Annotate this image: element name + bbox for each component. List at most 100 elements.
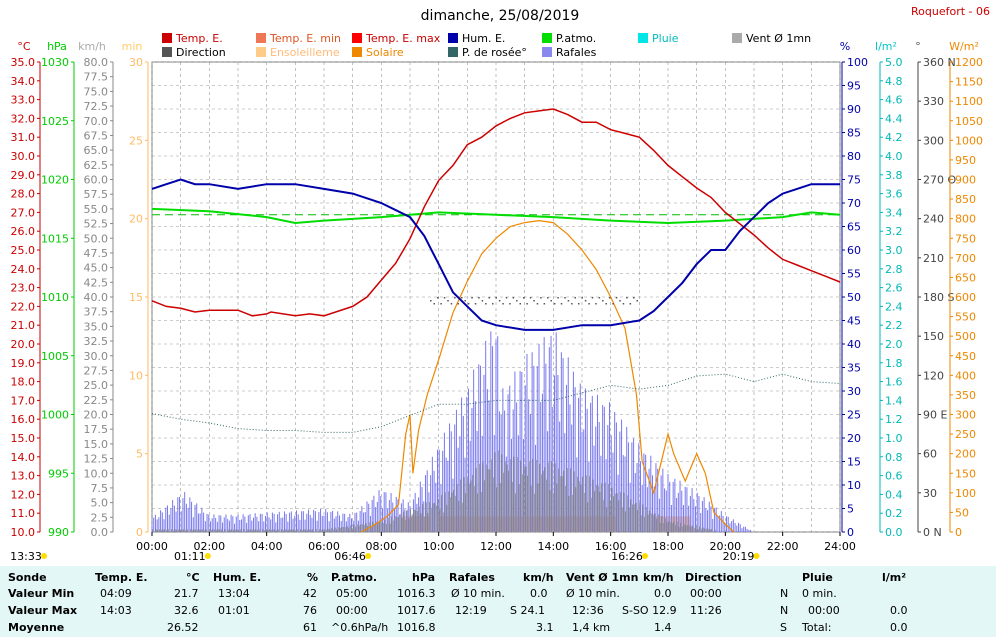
- rain-axis-tick-label: 0.0: [885, 526, 903, 539]
- rain-axis-tick-label: 0.8: [885, 451, 903, 464]
- wind-avg-value: 0.0: [654, 587, 672, 600]
- humidity-axis-tick-label: 35: [847, 362, 861, 375]
- wind-axis-tick-label: 60.0: [84, 174, 109, 187]
- direction-mark: [557, 297, 559, 299]
- direction-mark: [602, 300, 604, 302]
- temp-axis-tick-label: 12.0: [11, 488, 36, 501]
- wind-max-value: S-SO 12.9: [622, 604, 677, 617]
- temp-axis-tick-label: 34.0: [11, 75, 36, 88]
- direction-mark: [636, 300, 638, 302]
- direction-axis-tick-label: 180 S: [923, 291, 954, 304]
- rain-axis-tick-label: 1.2: [885, 413, 903, 426]
- temp-min-time: 04:09: [100, 587, 132, 600]
- direction-time-1: 00:00: [690, 587, 722, 600]
- rain-axis-tick-label: 5.0: [885, 56, 903, 69]
- temp-min-value: 21.7: [174, 587, 199, 600]
- gust-avg-label: Ø 10 min.: [451, 587, 505, 600]
- gust-avg-value: 0.0: [530, 587, 548, 600]
- direction-mark: [547, 297, 549, 299]
- pressure-max-time: 00:00: [336, 604, 368, 617]
- legend-swatch: [256, 33, 266, 43]
- rain-axis-tick-label: 3.4: [885, 206, 903, 219]
- solar-axis-tick-label: 650: [955, 271, 976, 284]
- rain-total-label: Total:: [802, 621, 832, 634]
- rain-max-time: 00:00: [808, 604, 840, 617]
- direction-axis-tick-label: 60: [923, 448, 937, 461]
- rain-axis-tick-label: 2.8: [885, 263, 903, 276]
- x-tick-label: 02:00: [193, 540, 225, 553]
- wind-axis-tick-label: 20.0: [84, 409, 109, 422]
- pressure-axis-tick-label: 1020: [41, 174, 69, 187]
- legend-swatch: [448, 47, 458, 57]
- weather-chart: dimanche, 25/08/2019 Roquefort - 06 Temp. …: [10, 5, 990, 563]
- rain-axis-tick-label: 3.0: [885, 244, 903, 257]
- rain-axis-tick-label: 1.6: [885, 376, 903, 389]
- direction-time-2: 11:26: [690, 604, 722, 617]
- rain-axis-tick-label: 2.4: [885, 300, 903, 313]
- temp-axis-tick-label: 30.0: [11, 150, 36, 163]
- humidity-axis-tick-label: 40: [847, 338, 861, 351]
- pressure-trend: ^0.6hPa/h: [331, 621, 389, 634]
- direction-mark: [591, 297, 594, 299]
- col-header-pressure: P.atmo.: [331, 571, 378, 584]
- wind-axis-tick-label: 25.0: [84, 379, 109, 392]
- temp-axis-tick-label: 10.0: [11, 526, 36, 539]
- direction-mark: [543, 303, 546, 305]
- event-marker: [365, 553, 372, 559]
- temp-axis-tick-label: 32.0: [11, 112, 36, 125]
- direction-mark: [464, 300, 466, 302]
- solar-axis-tick-label: 1100: [955, 95, 983, 108]
- legend-label: Temp. E. max: [365, 32, 441, 45]
- rain-axis-tick-label: 0.2: [885, 507, 903, 520]
- direction-mark: [529, 297, 532, 299]
- direction-mark: [564, 297, 566, 299]
- wind-axis-tick-label: 2.5: [91, 511, 109, 524]
- direction-axis-tick-label: 360 N: [923, 56, 956, 69]
- direction-mark: [512, 297, 515, 299]
- temp-axis-tick-label: 15.0: [11, 432, 36, 445]
- wind-axis-tick-label: 40.0: [84, 291, 109, 304]
- wind-axis-tick-label: 17.5: [84, 423, 109, 436]
- wind-axis-tick-label: 72.5: [84, 100, 109, 113]
- direction-mark: [509, 303, 511, 305]
- rain-axis-tick-label: 1.4: [885, 394, 903, 407]
- wind-axis-tick-label: 62.5: [84, 159, 109, 172]
- x-tick-label: 20:00: [709, 540, 741, 553]
- wind-axis-tick-label: 57.5: [84, 188, 109, 201]
- event-marker: [41, 553, 47, 559]
- event-marker: [641, 553, 648, 559]
- temp-max-time: 14:03: [100, 604, 132, 617]
- temp-axis-tick-label: 31.0: [11, 131, 36, 144]
- temp-max-value: 32.6: [174, 604, 199, 617]
- wind-mean-value: 1.4: [654, 621, 672, 634]
- wind-axis-tick-label: 55.0: [84, 203, 109, 216]
- direction-axis-tick-label: 240: [923, 213, 944, 226]
- rain-axis-tick-label: 4.2: [885, 131, 903, 144]
- direction-mark: [626, 297, 628, 299]
- solar-axis-tick-label: 1000: [955, 134, 983, 147]
- direction-value-1: N: [780, 587, 789, 600]
- wind-axis-tick-label: 75.0: [84, 85, 109, 98]
- direction-value-2: N: [780, 604, 789, 617]
- pressure-axis-tick-label: 1000: [41, 409, 69, 422]
- wind-axis-tick-label: 35.0: [84, 320, 109, 333]
- humidity-axis-tick-label: 80: [847, 150, 861, 163]
- wind-axis-tick-label: 67.5: [84, 129, 109, 142]
- humidity-axis-tick-label: 15: [847, 456, 861, 469]
- wind-axis-tick-label: 5.0: [91, 497, 109, 510]
- temp-axis-tick-label: 25.0: [11, 244, 36, 257]
- solar-axis-tick-label: 150: [955, 467, 976, 480]
- solar-axis-tick-label: 1200: [955, 56, 983, 69]
- direction-mark: [436, 297, 439, 299]
- temp-axis-tick-label: 23.0: [11, 282, 36, 295]
- direction-mark: [536, 303, 539, 305]
- legend-swatch: [638, 33, 648, 43]
- direction-mark: [443, 297, 446, 299]
- direction-mark: [516, 300, 518, 302]
- direction-axis-tick-label: 90 E: [923, 409, 947, 422]
- humidity-axis-tick-label: 60: [847, 244, 861, 257]
- wind-axis-tick-label: 42.5: [84, 276, 109, 289]
- direction-mark: [560, 303, 563, 305]
- solar-axis-tick-label: 0: [955, 526, 962, 539]
- direction-mark: [526, 303, 528, 305]
